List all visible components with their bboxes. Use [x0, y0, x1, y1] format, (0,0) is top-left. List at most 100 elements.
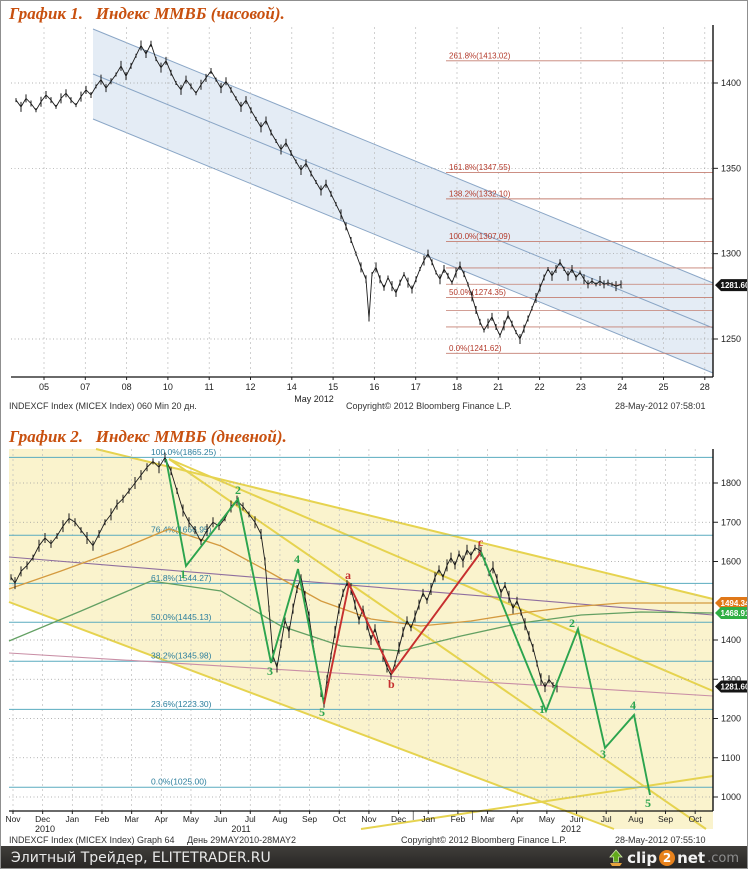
month-label: Feb: [451, 814, 466, 824]
fib-label: 100.0%(1865.25): [151, 447, 216, 457]
wave-label-5: 5: [319, 705, 325, 719]
month-label: Aug: [272, 814, 287, 824]
watermark-bar: Элитный Трейдер, ELITETRADER.RU clip 2 net…: [1, 846, 747, 868]
fib-label: 23.6%(1223.30): [151, 699, 212, 709]
wave-label-4: 4: [294, 552, 300, 566]
logo-clip: clip: [627, 849, 658, 867]
price-tag: [715, 279, 747, 292]
month-label: Mar: [124, 814, 139, 824]
chart1-footer-copyright: Copyright© 2012 Bloomberg Finance L.P.: [346, 401, 512, 411]
yellow-channel-line: [95, 448, 714, 600]
y-tick-label: 1300: [721, 674, 741, 684]
fib-label: 0.0%(1025.00): [151, 777, 207, 787]
y-tick-label: 1200: [721, 714, 741, 724]
price-tag: [715, 680, 747, 693]
month-label: Mar: [480, 814, 495, 824]
logo-2: 2: [659, 850, 676, 866]
fib-label: 100.0%(1307.09): [449, 232, 511, 241]
price-series-hourly-bars: [15, 40, 622, 344]
wave-label-3: 3: [600, 747, 606, 761]
x-tick-label: 10: [163, 382, 173, 392]
price-series-daily: [10, 456, 558, 703]
fib-label: 161.8%(1347.55): [449, 163, 511, 172]
chart1-title: График 1. Индекс ММВБ (часовой).: [9, 4, 285, 23]
y-tick-label: 1400: [721, 635, 741, 645]
y-tick-label: 1350: [721, 163, 741, 173]
fib-label: 76.4%(1666.95): [151, 525, 212, 535]
fib-label: 38.2%(1345.98): [151, 651, 212, 661]
x-tick-label: 16: [369, 382, 379, 392]
wave-correction-abc: [323, 551, 482, 705]
site-credit: Элитный Трейдер, ELITETRADER.RU: [11, 850, 271, 866]
yellow-channel-fill: [9, 449, 713, 829]
x-tick-label: 07: [80, 382, 90, 392]
y-tick-label: 1800: [721, 478, 741, 488]
green-ma: [8, 580, 714, 652]
month-label: Jun: [570, 814, 584, 824]
yellow-channel-line: [8, 601, 615, 830]
fib-label: 0.0%(1241.62): [449, 344, 502, 353]
x-tick-label: 21: [493, 382, 503, 392]
x-tick-label: 17: [411, 382, 421, 392]
wave-label-1: 1: [180, 567, 186, 581]
x-tick-label: 14: [287, 382, 297, 392]
month-label: Jan: [421, 814, 435, 824]
y-tick-label: 1700: [721, 517, 741, 527]
wave-label-c: c: [478, 535, 484, 549]
chart2-footer-range: День 29MAY2010-28MAY2: [187, 835, 296, 845]
trend-channel-line: [92, 73, 714, 329]
x-tick-label: 24: [617, 382, 627, 392]
x-tick-label: 05: [39, 382, 49, 392]
logo-com: .com: [707, 850, 739, 866]
chart1-footer-timestamp: 28-May-2012 07:58:01: [615, 401, 706, 411]
price-tag-label: 1281.60: [721, 281, 748, 290]
chart2-title: График 2. Индекс ММВБ (дневной).: [9, 427, 287, 446]
month-label: Oct: [689, 814, 703, 824]
month-label: May: [183, 814, 200, 824]
wave-label-3: 3: [267, 664, 273, 678]
x-tick-label: 23: [576, 382, 586, 392]
x-tick-label: 28: [700, 382, 710, 392]
chart2-footer-timestamp: 28-May-2012 07:55:10: [615, 835, 706, 845]
trend-channel-line: [92, 28, 714, 284]
x-axis-month-label: May 2012: [294, 394, 334, 404]
wave-label-4: 4: [630, 698, 636, 712]
month-label: Sep: [658, 814, 673, 824]
x-tick-label: 22: [535, 382, 545, 392]
month-label: Apr: [155, 814, 168, 824]
y-tick-label: 1300: [721, 249, 741, 259]
pink-trendline: [8, 652, 714, 697]
trend-channel-line: [92, 118, 714, 374]
x-tick-label: 11: [205, 382, 214, 392]
wave-label-b: b: [388, 677, 395, 691]
chart1-footer-instrument: INDEXCF Index (MICEX Index) 060 Min 20 д…: [9, 401, 197, 411]
price-tag: [715, 596, 747, 609]
x-tick-label: 15: [328, 382, 338, 392]
wave-label-2: 2: [569, 616, 575, 630]
fib-label: 138.2%(1332.10): [449, 189, 511, 198]
year-label: 2011: [231, 824, 250, 834]
clip2net-logo[interactable]: clip 2 net .com: [607, 849, 739, 867]
month-label: Oct: [333, 814, 347, 824]
x-tick-label: 18: [452, 382, 462, 392]
month-label: Feb: [95, 814, 110, 824]
upload-arrow-icon: [609, 849, 624, 866]
fib-label: 50.0%(1445.13): [151, 612, 212, 622]
wave-impulse-down-2: [480, 551, 651, 796]
price-tag-label: 1468.91: [721, 609, 748, 618]
month-label: Jun: [214, 814, 228, 824]
chart2-footer-copyright: Copyright© 2012 Bloomberg Finance L.P.: [401, 835, 567, 845]
wave-impulse-down-1: [165, 458, 325, 705]
y-tick-label: 1000: [721, 792, 741, 802]
year-label: 2010: [35, 824, 55, 834]
y-tick-label: 1250: [721, 334, 741, 344]
fib-label: 261.8%(1413.02): [449, 51, 511, 60]
yellow-channel-line: [360, 775, 714, 830]
wave-label-a: a: [345, 568, 351, 582]
y-tick-label: 1400: [721, 78, 741, 88]
month-label: May: [539, 814, 556, 824]
month-label: Dec: [391, 814, 407, 824]
yellow-channel-line: [168, 458, 714, 692]
